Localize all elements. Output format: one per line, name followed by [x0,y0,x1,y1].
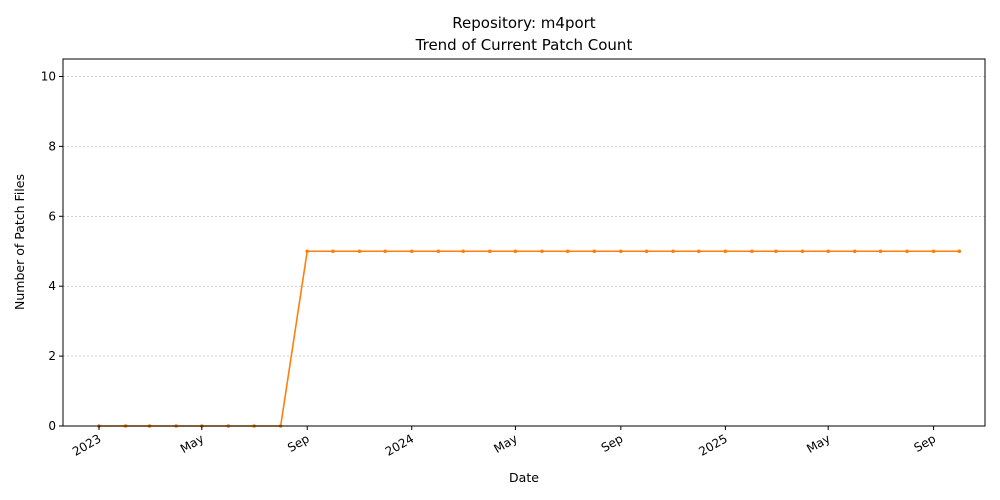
y-tick-label: 0 [48,419,56,433]
y-axis-label: Number of Patch Files [12,174,27,310]
chart-subtitle: Trend of Current Patch Count [415,36,633,54]
y-tick-label: 2 [48,349,56,363]
x-tick-label: May [178,431,206,456]
y-tick-label: 4 [48,279,56,293]
data-point [957,249,962,254]
data-point [774,249,778,254]
data-point [931,249,936,254]
data-point [383,249,387,254]
data-point [852,249,857,254]
data-point [671,249,675,254]
x-tick-label: May [804,431,832,456]
data-point [826,249,830,254]
y-axis-ticks: 0 2 4 6 8 10 [41,69,63,433]
plot-frame [62,58,986,427]
data-series [97,249,962,428]
data-point [644,249,649,254]
data-point [540,249,544,254]
y-tick-label: 6 [48,209,56,223]
x-tick-label: Sep [599,431,626,454]
chart-title: Repository: m4port [452,14,596,32]
x-tick-label: Sep [285,431,312,454]
x-tick-label: May [491,431,519,456]
data-point [357,249,362,254]
data-point [800,249,805,254]
data-point [905,249,909,254]
y-tick-label: 8 [48,139,56,153]
x-axis-label: Date [509,470,539,485]
data-point [513,249,518,254]
series-line [98,250,960,427]
data-point [565,249,570,254]
data-point [697,249,701,254]
x-tick-label: 2025 [696,431,729,458]
data-point [305,249,310,254]
data-point [592,249,597,254]
data-point [436,249,441,254]
y-tick-label: 10 [41,69,56,83]
x-tick-label: Sep [911,431,938,454]
x-tick-label: 2024 [383,431,416,458]
data-point [878,249,883,254]
data-point [487,249,492,254]
x-tick-label: 2023 [70,431,103,458]
data-point [723,249,728,254]
data-point [461,249,465,254]
data-point [409,249,414,254]
data-point [750,249,754,254]
data-point [331,249,335,254]
data-point [619,249,623,254]
x-axis-ticks: 2023 May Sep 2024 May Sep 2025 May Sep [70,426,938,459]
